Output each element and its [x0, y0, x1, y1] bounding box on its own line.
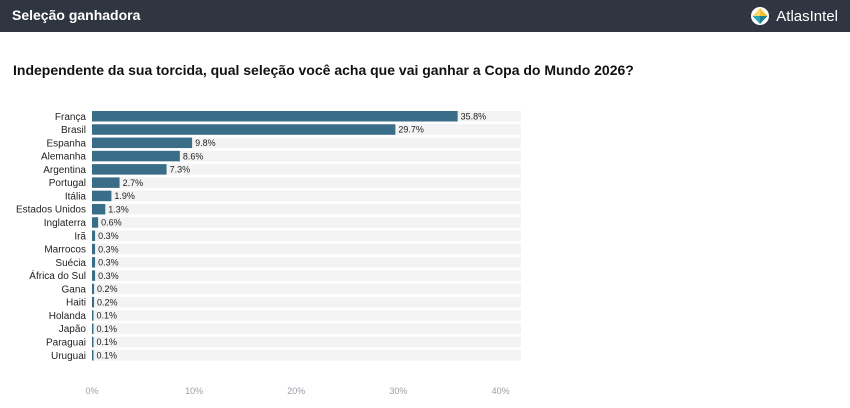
- value-label: 0.1%: [97, 350, 118, 360]
- header-title: Seleção ganhadora: [12, 7, 141, 23]
- bar-4: [92, 164, 167, 175]
- bar-track: [92, 150, 521, 162]
- value-label: 0.1%: [97, 324, 118, 334]
- value-label: 0.2%: [97, 284, 118, 294]
- value-label: 0.6%: [101, 218, 122, 228]
- value-label: 1.9%: [114, 191, 135, 201]
- brand: AtlasIntel: [750, 4, 838, 28]
- value-label: 0.3%: [98, 258, 119, 268]
- bar-8: [92, 217, 99, 228]
- bar-14: [92, 296, 95, 308]
- bar-track: [92, 137, 521, 149]
- bar-9: [92, 230, 96, 242]
- bar-12: [92, 270, 96, 281]
- bar-16: [92, 323, 94, 334]
- value-label: 7.3%: [170, 165, 191, 175]
- category-label: França: [55, 112, 87, 123]
- atlasintel-logo-icon: [751, 7, 770, 25]
- bar-track: [92, 177, 521, 188]
- category-label: Alemanha: [41, 152, 86, 163]
- bar-5: [92, 177, 120, 188]
- value-label: 0.2%: [97, 297, 118, 307]
- bar-17: [92, 336, 94, 348]
- bar-0: [92, 111, 458, 122]
- bar-track: [92, 243, 521, 255]
- bar-track: [92, 230, 521, 242]
- category-label: Suécia: [55, 258, 86, 269]
- value-label: 9.8%: [195, 138, 216, 148]
- value-label: 0.3%: [98, 231, 119, 241]
- category-label: África do Sul: [29, 269, 86, 282]
- question-title: Independente da sua torcida, qual seleçã…: [13, 62, 634, 78]
- category-label: Holanda: [49, 311, 87, 322]
- bar-track: [92, 283, 521, 295]
- bar-11: [92, 257, 96, 268]
- bar-6: [92, 190, 112, 202]
- value-label: 29.7%: [398, 125, 424, 135]
- bar-track: [92, 310, 521, 321]
- bar-13: [92, 283, 95, 295]
- bar-3: [92, 150, 180, 162]
- bar-track: [92, 270, 521, 281]
- bar-7: [92, 203, 106, 215]
- category-label: Gana: [62, 284, 87, 295]
- category-label: Inglaterra: [44, 218, 87, 229]
- bar-track: [92, 336, 521, 348]
- value-label: 0.1%: [97, 311, 118, 321]
- bar-track: [92, 190, 521, 202]
- bar-track: [92, 323, 521, 334]
- bar-track: [92, 203, 521, 215]
- brand-name: AtlasIntel: [776, 7, 838, 25]
- category-label: Estados Unidos: [16, 205, 86, 216]
- bar-track: [92, 257, 521, 268]
- x-tick-label: 20%: [287, 386, 305, 396]
- bar-1: [92, 124, 396, 135]
- value-label: 1.3%: [108, 204, 129, 214]
- bar-2: [92, 137, 193, 149]
- bar-10: [92, 243, 96, 255]
- category-label: Itália: [65, 191, 87, 202]
- x-tick-label: 30%: [389, 386, 407, 396]
- x-tick-label: 0%: [85, 386, 98, 396]
- bar-track: [92, 350, 521, 361]
- x-tick-label: 40%: [492, 386, 510, 396]
- x-tick-label: 10%: [185, 386, 203, 396]
- bar-track: [92, 164, 521, 175]
- value-label: 0.3%: [98, 271, 119, 281]
- category-label: Japão: [59, 324, 87, 335]
- value-label: 0.3%: [98, 244, 119, 254]
- value-label: 2.7%: [123, 178, 144, 188]
- bar-track: [92, 296, 521, 308]
- category-label: Portugal: [49, 178, 86, 189]
- header-bar: Seleção ganhadora AtlasIntel: [0, 0, 850, 32]
- category-label: Irã: [74, 231, 86, 242]
- category-label: Uruguai: [51, 351, 86, 362]
- value-label: 35.8%: [461, 111, 487, 121]
- value-label: 8.6%: [183, 151, 204, 161]
- bar-18: [92, 350, 94, 361]
- category-label: Argentina: [43, 165, 86, 176]
- value-label: 0.1%: [97, 337, 118, 347]
- category-label: Paraguai: [46, 338, 86, 349]
- category-label: Brasil: [61, 125, 86, 136]
- category-label: Haiti: [66, 298, 86, 309]
- bar-15: [92, 310, 94, 321]
- bar-track: [92, 217, 521, 228]
- category-label: Espanha: [47, 138, 87, 149]
- category-label: Marrocos: [44, 245, 86, 256]
